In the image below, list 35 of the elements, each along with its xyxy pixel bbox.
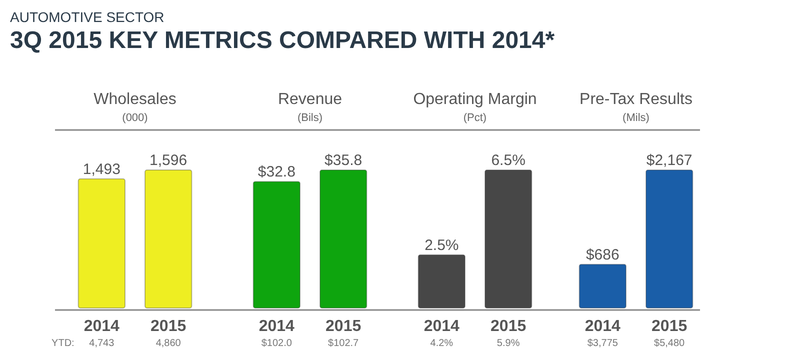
chart-title: Pre-Tax Results: [580, 91, 692, 108]
chart-title: Revenue: [278, 91, 342, 108]
x-tick-label: 2014: [84, 318, 120, 335]
data-label: 6.5%: [491, 152, 526, 169]
x-tick-label: 2015: [652, 318, 688, 335]
chart-subtitle: (Bils): [297, 112, 323, 124]
chart-subtitle: (000): [122, 112, 148, 124]
x-tick-label: 2015: [326, 318, 362, 335]
chart-subtitle: (Mils): [622, 112, 650, 124]
x-tick-label: 2015: [150, 318, 186, 335]
x-tick-label: 2014: [584, 318, 621, 335]
data-label: $686: [586, 246, 620, 264]
chart-title: Wholesales: [94, 91, 176, 108]
x-tick-label: 2015: [490, 318, 526, 335]
text: 3Q 2015 KEY METRICS COMPARED WITH 2014*: [10, 27, 556, 54]
text: AUTOMOTIVE SECTOR: [10, 9, 164, 25]
text: 5.9%: [496, 338, 520, 349]
x-tick-label: 2014: [258, 318, 295, 335]
chart-subtitle: (Pct): [463, 112, 487, 124]
text: $102.0: [261, 338, 292, 349]
x-tick-label: 2014: [424, 318, 460, 335]
data-label: 1,596: [150, 152, 188, 169]
chart-title: Operating Margin: [413, 91, 537, 108]
text: YTD:: [52, 338, 74, 349]
text: 4,860: [156, 338, 182, 349]
data-label: 1,493: [82, 160, 120, 178]
data-label: 2.5%: [424, 236, 459, 254]
data-label: $2,167: [646, 152, 692, 169]
data-label: $35.8: [324, 152, 362, 169]
text: 4.2%: [430, 338, 454, 349]
text: $3,775: [587, 338, 618, 349]
text: $102.7: [328, 338, 360, 349]
text: $5,480: [654, 338, 686, 349]
text: 4,743: [89, 338, 115, 349]
data-label: $32.8: [258, 164, 296, 181]
